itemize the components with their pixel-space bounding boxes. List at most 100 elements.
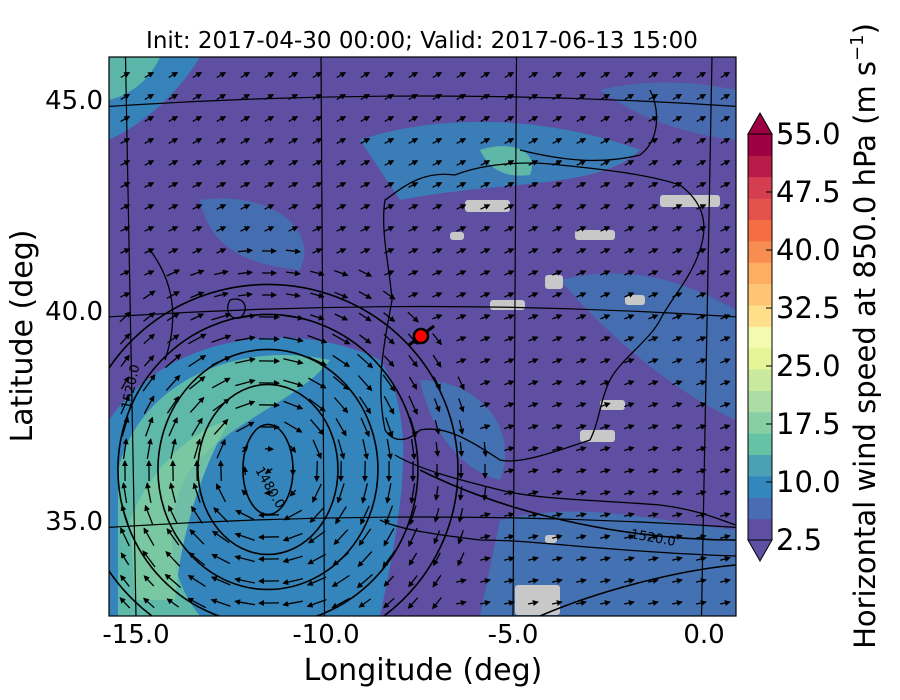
wind-vector [360, 116, 371, 122]
wind-vector [480, 336, 491, 342]
wind-vector [166, 269, 181, 277]
coastline [380, 162, 705, 462]
wind-vector [144, 270, 155, 276]
wind-vector [600, 138, 611, 144]
colorbar-extend-bottom [747, 539, 773, 563]
missing-data-patch [580, 430, 615, 442]
wind-vector [672, 490, 683, 496]
wind-vector [648, 248, 659, 254]
wind-vector [336, 248, 347, 254]
wind-vector [696, 204, 707, 210]
wind-vector [504, 93, 515, 101]
wind-vector [719, 556, 731, 562]
wind-vector [189, 529, 205, 545]
graticule [109, 57, 736, 616]
wind-vector [719, 578, 731, 584]
wind-vector [216, 138, 227, 144]
wind-vector [360, 248, 371, 254]
wind-vector [576, 182, 587, 188]
wind-vector [285, 248, 301, 255]
wind-vector [121, 416, 130, 437]
wind-vector [527, 600, 539, 606]
wind-vector [216, 71, 227, 79]
wind-vector [432, 226, 443, 232]
wind-vector [696, 116, 707, 122]
wind-vector [599, 556, 611, 562]
wind-vector [120, 394, 130, 415]
wind-vector [456, 248, 467, 254]
wind-vector [672, 71, 683, 79]
wind-vector [313, 460, 320, 482]
wind-vector [552, 226, 563, 232]
wind-vector [504, 314, 515, 320]
wind-vector [504, 160, 515, 166]
wind-vector [120, 116, 131, 122]
wind-vector [143, 312, 156, 322]
wind-vector [384, 93, 395, 101]
wind-vector [576, 490, 587, 496]
wind-vector [720, 226, 731, 232]
wind-vector [456, 71, 467, 79]
wind-vector [188, 354, 207, 368]
contour-ring [117, 313, 419, 616]
wind-vector [240, 138, 251, 144]
wind-vector [600, 116, 611, 122]
wind-vector [696, 358, 707, 364]
wind-vector [358, 528, 372, 547]
wind-vector [456, 226, 467, 232]
wind-vector [120, 527, 130, 547]
wind-vector [187, 575, 206, 587]
wind-vector [432, 248, 443, 254]
wind-vector [168, 505, 178, 525]
wind-vector [696, 71, 707, 79]
coastlines [149, 89, 736, 557]
wind-vector [282, 314, 304, 321]
wind-vector [240, 93, 251, 101]
wind-vector [600, 71, 611, 79]
wind-vector [119, 597, 131, 609]
wind-vector [433, 552, 441, 567]
wind-vector [504, 490, 515, 496]
wind-vector [312, 138, 323, 144]
wind-vector [408, 575, 418, 588]
wind-vector [528, 380, 539, 386]
wind-vector [623, 556, 635, 562]
wind-vector [720, 93, 731, 101]
wind-vector [432, 354, 442, 368]
wind-vector [576, 226, 587, 232]
wind-vector [144, 182, 155, 188]
wind-vector [312, 116, 323, 122]
wind-vector [235, 378, 256, 387]
wind-vector [240, 226, 251, 232]
colorbar-band [748, 475, 772, 498]
colorbar-band [748, 304, 772, 327]
wind-vector [575, 556, 587, 562]
wind-vector [144, 504, 154, 525]
colorbar-band [748, 518, 772, 541]
wind-vector [504, 358, 515, 364]
wind-vector [552, 138, 563, 144]
wind-vector [552, 292, 563, 298]
wind-vector [210, 598, 231, 607]
wind-vector [192, 116, 203, 122]
wind-vector [310, 314, 325, 321]
contour-ring [109, 283, 459, 616]
wind-vector [480, 292, 491, 298]
wind-vector [312, 204, 323, 210]
wind-vector [166, 334, 180, 344]
wind-vector [695, 578, 707, 584]
wind-vector [456, 292, 467, 298]
wind-vector [624, 226, 635, 232]
wind-vector [215, 483, 227, 503]
wind-vector [408, 204, 419, 210]
wind-vector [310, 270, 325, 277]
wind-vector [600, 490, 611, 496]
wind-vector [357, 551, 373, 568]
wind-vector [647, 600, 659, 606]
wind-vector [312, 93, 323, 101]
wind-vector [312, 160, 323, 166]
wind-vector [237, 247, 253, 254]
colorbar-band [748, 240, 772, 263]
wind-vector [552, 490, 563, 496]
wind-vector [551, 556, 563, 562]
